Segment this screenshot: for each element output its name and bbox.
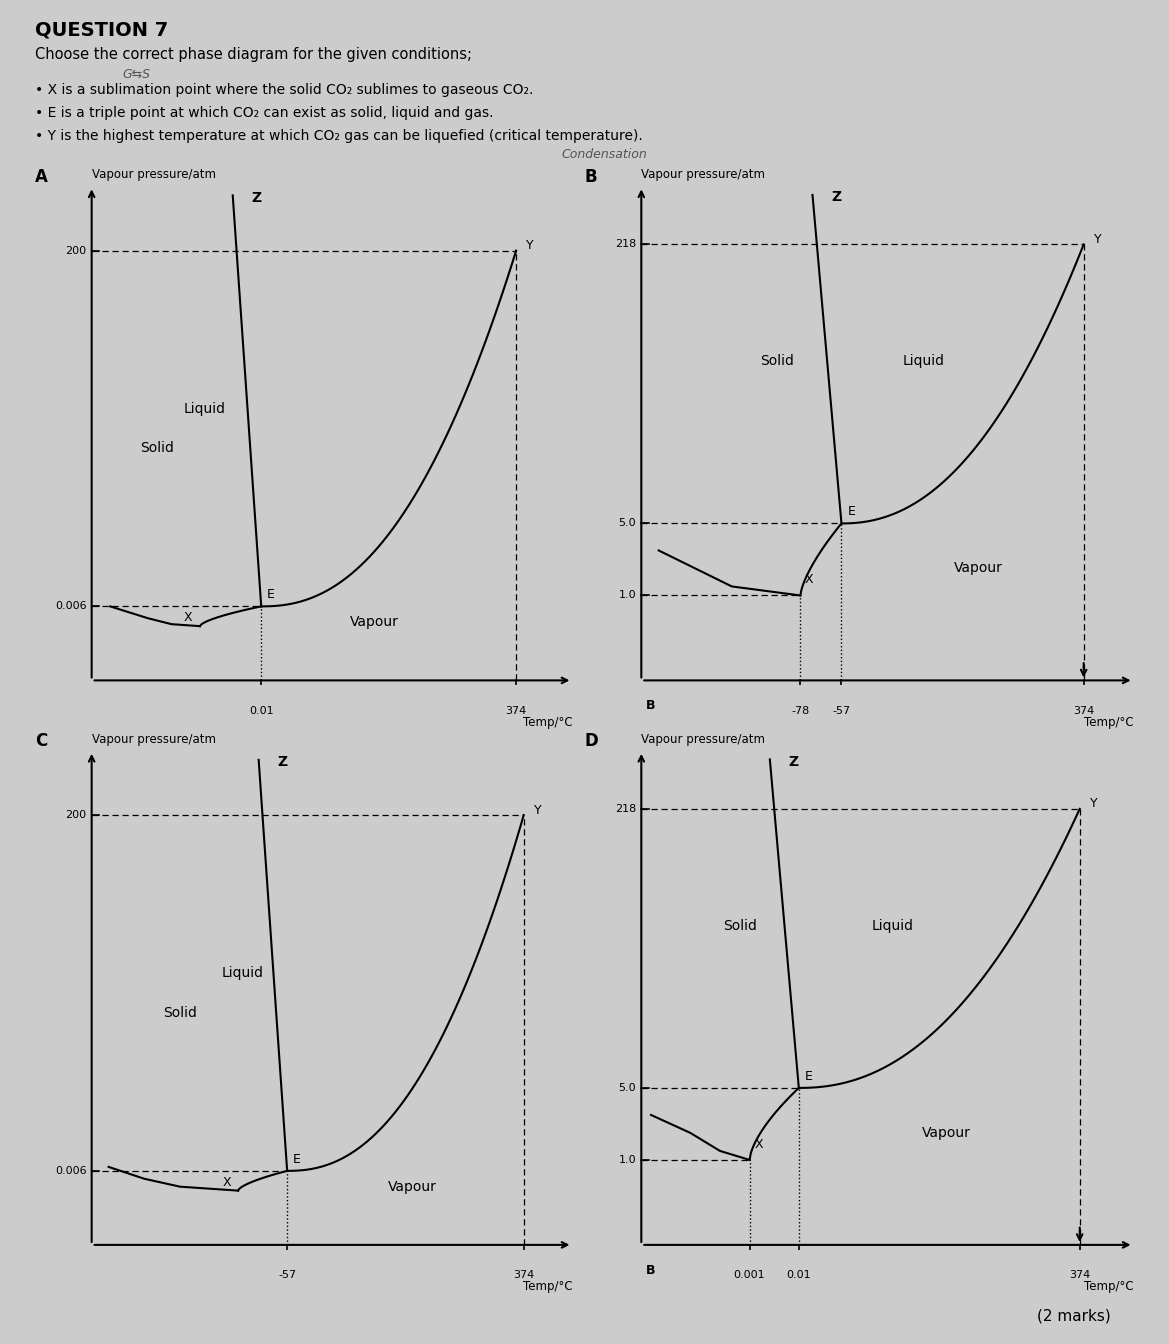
Text: E: E	[268, 589, 275, 601]
Text: 200: 200	[65, 246, 87, 255]
Text: E: E	[293, 1153, 300, 1165]
Text: (2 marks): (2 marks)	[1037, 1309, 1111, 1324]
Text: B: B	[646, 1263, 656, 1277]
Text: 374: 374	[1070, 1270, 1091, 1279]
Text: Temp/°C: Temp/°C	[523, 716, 573, 728]
Text: C: C	[35, 732, 47, 750]
Text: Z: Z	[789, 755, 798, 769]
Text: X: X	[184, 612, 193, 624]
Text: • X is a sublimation point where the solid CO₂ sublimes to gaseous CO₂.: • X is a sublimation point where the sol…	[35, 83, 533, 97]
Text: 218: 218	[615, 239, 636, 250]
Text: Solid: Solid	[722, 919, 756, 933]
Text: G⇆S: G⇆S	[123, 67, 151, 81]
Text: • E is a triple point at which CO₂ can exist as solid, liquid and gas.: • E is a triple point at which CO₂ can e…	[35, 106, 493, 120]
Text: Liquid: Liquid	[184, 402, 226, 415]
Text: Vapour: Vapour	[954, 562, 1003, 575]
Text: Z: Z	[251, 191, 262, 204]
Text: Liquid: Liquid	[871, 919, 913, 933]
Text: -78: -78	[791, 706, 809, 715]
Text: Y: Y	[1094, 233, 1101, 246]
Text: 0.001: 0.001	[734, 1270, 766, 1279]
Text: 218: 218	[615, 804, 636, 814]
Text: 5.0: 5.0	[618, 1083, 636, 1093]
Text: Y: Y	[533, 804, 541, 817]
Text: Solid: Solid	[761, 355, 795, 368]
Text: • Y is the highest temperature at which CO₂ gas can be liquefied (critical tempe: • Y is the highest temperature at which …	[35, 129, 643, 142]
Text: QUESTION 7: QUESTION 7	[35, 20, 168, 39]
Text: -57: -57	[832, 706, 851, 715]
Text: Temp/°C: Temp/°C	[1084, 716, 1134, 728]
Text: X: X	[754, 1138, 763, 1150]
Text: B: B	[646, 699, 656, 712]
Text: 1.0: 1.0	[618, 1154, 636, 1165]
Text: Condensation: Condensation	[561, 148, 646, 161]
Text: 374: 374	[505, 706, 527, 715]
Text: 374: 374	[513, 1270, 534, 1279]
Text: Y: Y	[526, 239, 533, 253]
Text: Temp/°C: Temp/°C	[523, 1279, 573, 1293]
Text: 5.0: 5.0	[618, 519, 636, 528]
Text: Solid: Solid	[140, 441, 174, 456]
Text: X: X	[805, 574, 814, 586]
Text: Choose the correct phase diagram for the given conditions;: Choose the correct phase diagram for the…	[35, 47, 472, 62]
Text: Z: Z	[831, 191, 842, 204]
Text: Vapour pressure/atm: Vapour pressure/atm	[91, 168, 215, 181]
Text: Vapour pressure/atm: Vapour pressure/atm	[642, 732, 766, 746]
Text: X: X	[223, 1176, 231, 1188]
Text: D: D	[584, 732, 599, 750]
Text: Vapour pressure/atm: Vapour pressure/atm	[91, 732, 215, 746]
Text: E: E	[848, 505, 856, 519]
Text: -57: -57	[278, 1270, 296, 1279]
Text: Temp/°C: Temp/°C	[1084, 1279, 1134, 1293]
Text: 0.006: 0.006	[55, 1165, 87, 1176]
Text: Liquid: Liquid	[221, 966, 263, 980]
Text: Vapour: Vapour	[922, 1126, 971, 1140]
Text: 1.0: 1.0	[618, 590, 636, 601]
Text: Liquid: Liquid	[902, 355, 945, 368]
Text: Vapour: Vapour	[350, 616, 399, 629]
Text: 374: 374	[1073, 706, 1094, 715]
Text: Solid: Solid	[164, 1005, 196, 1020]
Text: Y: Y	[1090, 797, 1098, 810]
Text: Vapour pressure/atm: Vapour pressure/atm	[642, 168, 766, 181]
Text: 200: 200	[65, 810, 87, 820]
Text: 0.006: 0.006	[55, 601, 87, 612]
Text: B: B	[584, 168, 597, 185]
Text: E: E	[804, 1070, 812, 1083]
Text: Vapour: Vapour	[388, 1180, 436, 1193]
Text: Z: Z	[277, 755, 288, 769]
Text: 0.01: 0.01	[787, 1270, 811, 1279]
Text: A: A	[35, 168, 48, 185]
Text: 0.01: 0.01	[249, 706, 274, 715]
